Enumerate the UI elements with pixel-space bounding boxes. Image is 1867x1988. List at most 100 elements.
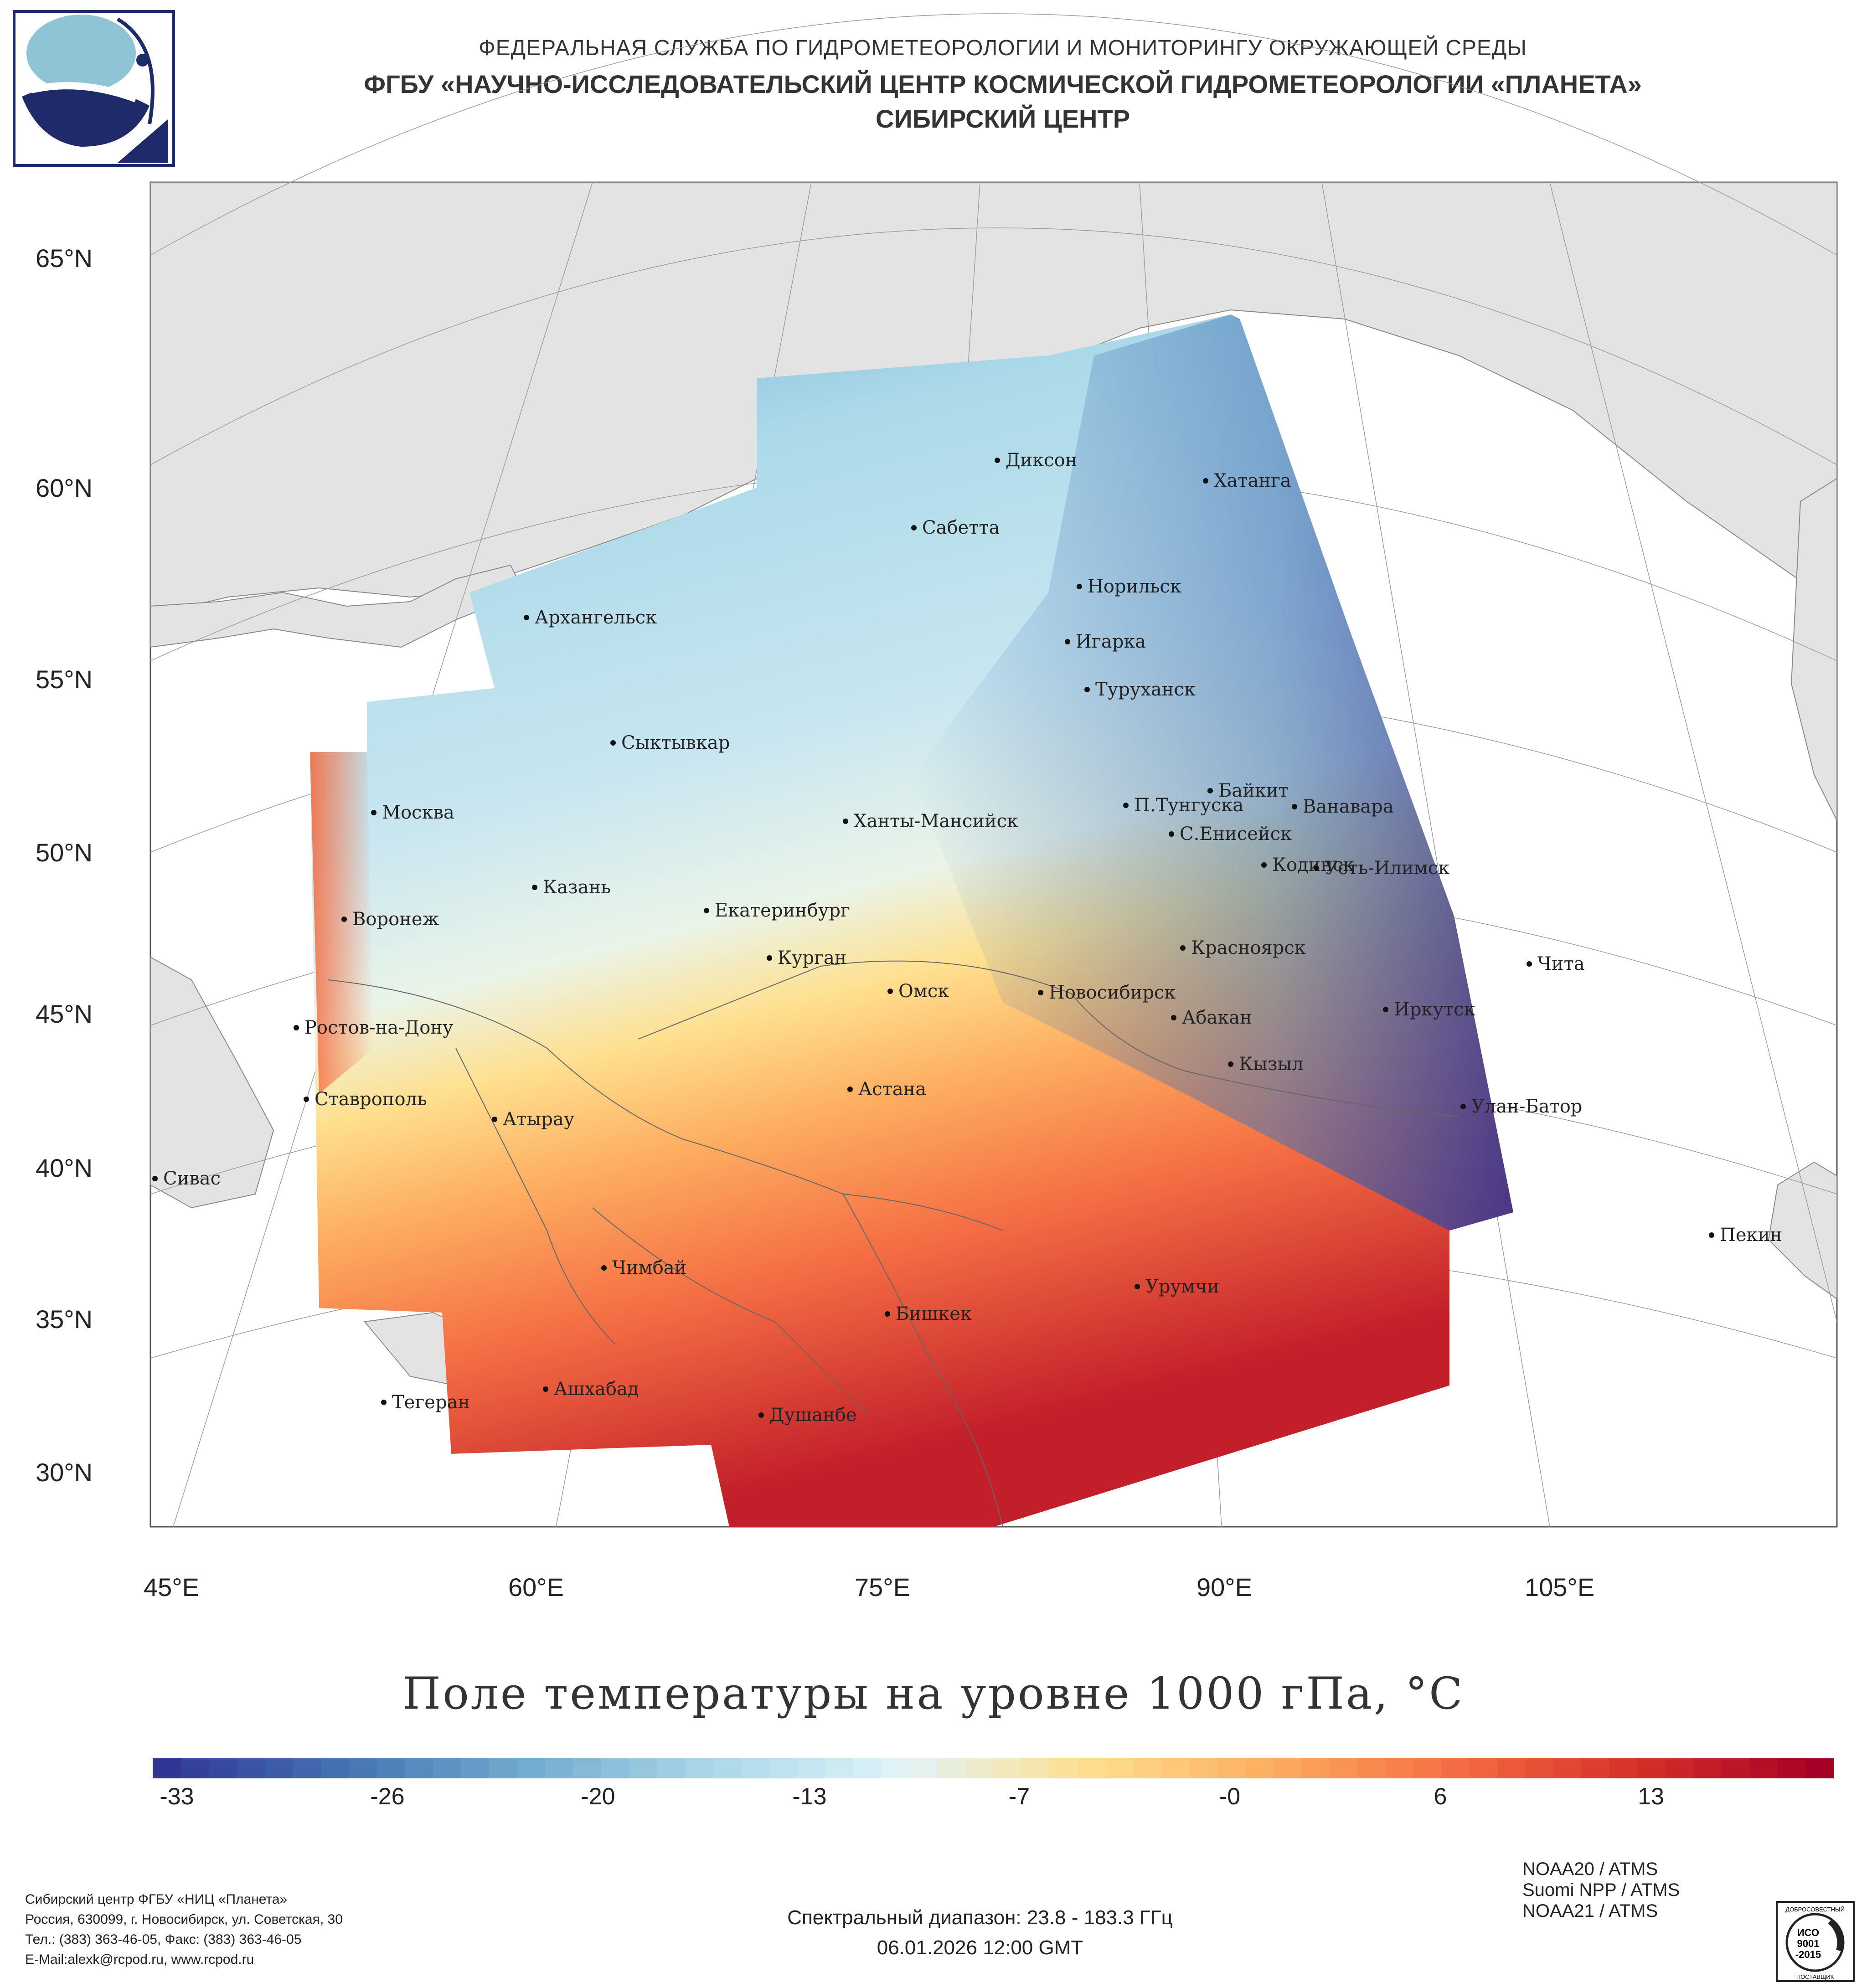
lon-label: 75°E (855, 1573, 911, 1602)
colorbar-segment (1609, 1758, 1638, 1778)
city-label: Екатеринбург (715, 900, 850, 921)
city-marker (1228, 1061, 1233, 1067)
lon-label: 90°E (1197, 1573, 1253, 1602)
city-label: Воронеж (352, 909, 439, 930)
city-label: Кызыл (1239, 1054, 1304, 1075)
colorbar-segment (1329, 1758, 1358, 1778)
colorbar-segment (685, 1758, 714, 1778)
city-marker (1203, 478, 1208, 484)
city-label: Душанбе (769, 1405, 857, 1426)
city-marker (1169, 831, 1174, 837)
colorbar-segment (657, 1758, 686, 1778)
email: E-Mail:alexk@rcpod.ru, www.rcpod.ru (25, 1952, 254, 1967)
city-label: Ханты-Мансийск (854, 811, 1018, 832)
colorbar-segment (545, 1758, 573, 1778)
header-center: СИБИРСКИЙ ЦЕНТР (875, 104, 1130, 133)
colorbar-segment (1805, 1758, 1834, 1778)
city-marker (887, 989, 893, 994)
colorbar-segment (1021, 1758, 1050, 1778)
lat-label: 40°N (36, 1154, 93, 1182)
colorbar-segment (1217, 1758, 1246, 1778)
colorbar-segment (1749, 1758, 1779, 1778)
city-label: Сабетта (922, 517, 1000, 538)
org-address: Сибирский центр ФГБУ «НИЦ «Планета» Росс… (25, 1890, 343, 1970)
city-marker (1065, 639, 1070, 644)
city-label: Бишкек (896, 1303, 972, 1324)
colorbar-segment (1722, 1758, 1750, 1778)
colorbar-tick: 6 (1434, 1783, 1447, 1810)
colorbar-segment (1301, 1758, 1330, 1778)
city-label: Ванавара (1303, 796, 1394, 817)
colorbar-segment (881, 1758, 910, 1778)
iso-number: 9001 (1797, 1938, 1820, 1949)
lat-label: 35°N (36, 1305, 93, 1334)
city-label: Усть-Илимск (1325, 858, 1449, 879)
lat-label: 55°N (36, 665, 93, 694)
city-label: Курган (778, 948, 847, 968)
org-name: Сибирский центр ФГБУ «НИЦ «Планета» (25, 1892, 288, 1907)
colorbar-segment (601, 1758, 629, 1778)
map-title: Поле температуры на уровне 1000 гПа, °С (402, 1668, 1465, 1719)
colorbar-segment (1693, 1758, 1723, 1778)
city-label: Красноярск (1191, 937, 1306, 958)
colorbar-segment (1161, 1758, 1190, 1778)
city-label: Игарка (1076, 631, 1146, 652)
city-marker (847, 1087, 853, 1092)
city-marker (1171, 1015, 1176, 1020)
spectral-range: Спектральный диапазон: 23.8 - 183.3 ГГц (787, 1906, 1173, 1929)
lat-label: 60°N (36, 474, 93, 502)
satellite: NOAA20 / ATMS (1522, 1859, 1658, 1879)
colorbar-segment (1133, 1758, 1162, 1778)
city-marker (381, 1400, 387, 1405)
city-label: Астана (858, 1079, 926, 1100)
colorbar-segment (629, 1758, 658, 1778)
postal-address: Россия, 630099, г. Новосибирск, ул. Сове… (25, 1912, 343, 1927)
city-label: Омск (898, 981, 949, 1002)
city-label: Тегеран (392, 1392, 470, 1413)
city-marker (1207, 788, 1213, 793)
colorbar-segment (797, 1758, 826, 1778)
city-label: Архангельск (535, 607, 657, 628)
city-marker (767, 955, 772, 961)
colorbar-segment (1189, 1758, 1218, 1778)
city-marker (1709, 1232, 1714, 1238)
city-marker (152, 1176, 158, 1181)
lat-label: 50°N (36, 838, 93, 867)
city-label: Чимбай (612, 1257, 686, 1278)
colorbar-segment (1245, 1758, 1274, 1778)
city-label: Кодинск (1272, 855, 1354, 876)
planeta-logo (13, 10, 175, 167)
city-label: Диксон (1006, 450, 1077, 471)
city-label: Иркутск (1394, 999, 1475, 1020)
colorbar-segment (320, 1758, 350, 1778)
city-label: Байкит (1218, 780, 1289, 801)
city-marker (371, 810, 376, 815)
city-label: Ростов-на-Дону (304, 1017, 454, 1038)
colorbar-tick: -20 (581, 1783, 615, 1810)
borders (328, 960, 1459, 1527)
lon-label: 60°E (508, 1573, 564, 1602)
city-marker (532, 885, 537, 890)
temperature-map: Диксон Хатанга Сабетта Норильск Архангельск И… (150, 13, 1838, 1528)
city-label: Пекин (1720, 1225, 1782, 1246)
city-label: Казань (543, 877, 611, 898)
colorbar-tick: -33 (160, 1783, 194, 1810)
colorbar-segment (264, 1758, 294, 1778)
colorbar-segment (1385, 1758, 1414, 1778)
colorbar-segment (993, 1758, 1022, 1778)
cities: Диксон Хатанга Сабетта Норильск Архангельск И… (152, 450, 1782, 1426)
city-marker (995, 458, 1000, 463)
colorbar-segment (489, 1758, 518, 1778)
city-marker (1038, 990, 1043, 995)
city-marker (843, 819, 848, 824)
colorbar-segment (1666, 1758, 1694, 1778)
city-marker (885, 1311, 890, 1317)
city-label: Норильск (1088, 576, 1181, 597)
satellite: Suomi NPP / ATMS (1522, 1880, 1680, 1900)
iso-bottom-text: ПОСТАВЩИК (1796, 1973, 1834, 1980)
colorbar-segment (1497, 1758, 1526, 1778)
city-marker (911, 525, 917, 530)
satellite: NOAA21 / ATMS (1522, 1901, 1658, 1921)
city-marker (543, 1386, 548, 1392)
city-label: Атырау (503, 1109, 575, 1130)
